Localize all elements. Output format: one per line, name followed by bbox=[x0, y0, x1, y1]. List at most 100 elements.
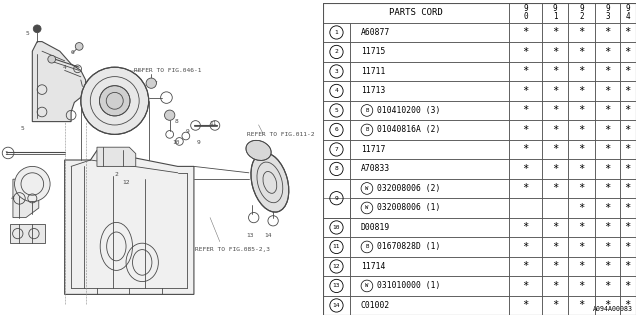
Text: *: * bbox=[579, 183, 585, 194]
Text: *: * bbox=[579, 28, 585, 37]
Text: 4: 4 bbox=[335, 88, 339, 93]
Text: *: * bbox=[579, 164, 585, 174]
Bar bbox=[509, 3, 542, 23]
Bar bbox=[595, 23, 620, 42]
Text: B: B bbox=[365, 244, 369, 250]
Text: *: * bbox=[625, 86, 631, 96]
Bar bbox=[509, 237, 542, 257]
Bar bbox=[509, 62, 542, 81]
Text: *: * bbox=[625, 106, 631, 116]
Bar bbox=[349, 198, 509, 218]
Bar bbox=[323, 42, 349, 62]
Bar bbox=[349, 218, 509, 237]
Text: A60877: A60877 bbox=[361, 28, 390, 37]
Bar bbox=[620, 198, 636, 218]
Bar bbox=[542, 3, 568, 23]
Bar bbox=[323, 23, 349, 42]
Ellipse shape bbox=[246, 140, 271, 160]
Circle shape bbox=[33, 25, 41, 33]
Polygon shape bbox=[13, 179, 39, 218]
Bar bbox=[620, 276, 636, 296]
Text: *: * bbox=[604, 28, 611, 37]
Text: *: * bbox=[604, 222, 611, 232]
Text: *: * bbox=[579, 125, 585, 135]
Text: *: * bbox=[522, 86, 529, 96]
Circle shape bbox=[76, 43, 83, 50]
Bar bbox=[323, 237, 349, 257]
Bar bbox=[323, 120, 349, 140]
Text: *: * bbox=[579, 106, 585, 116]
Text: 14: 14 bbox=[264, 233, 272, 238]
Text: *: * bbox=[625, 222, 631, 232]
Text: *: * bbox=[552, 300, 558, 310]
Bar bbox=[568, 179, 595, 198]
Text: *: * bbox=[522, 261, 529, 271]
Bar bbox=[595, 159, 620, 179]
Text: *: * bbox=[625, 261, 631, 271]
Bar bbox=[620, 3, 636, 23]
Text: *: * bbox=[604, 164, 611, 174]
Bar bbox=[509, 81, 542, 101]
Text: *: * bbox=[579, 300, 585, 310]
Bar bbox=[509, 101, 542, 120]
Bar bbox=[595, 42, 620, 62]
Text: 9
0: 9 0 bbox=[523, 4, 528, 21]
Polygon shape bbox=[32, 42, 86, 122]
Bar bbox=[620, 23, 636, 42]
Text: *: * bbox=[579, 281, 585, 291]
Bar bbox=[595, 296, 620, 315]
Text: W: W bbox=[365, 205, 369, 211]
Text: 11711: 11711 bbox=[361, 67, 385, 76]
Text: *: * bbox=[604, 300, 611, 310]
Bar bbox=[323, 101, 349, 120]
Bar bbox=[595, 62, 620, 81]
Text: 12: 12 bbox=[333, 264, 340, 269]
Text: W: W bbox=[365, 186, 369, 191]
Bar bbox=[349, 23, 509, 42]
Text: *: * bbox=[579, 222, 585, 232]
Text: *: * bbox=[522, 67, 529, 76]
Ellipse shape bbox=[98, 73, 111, 95]
Text: 5: 5 bbox=[335, 108, 339, 113]
Bar bbox=[542, 23, 568, 42]
Text: *: * bbox=[625, 144, 631, 155]
Text: *: * bbox=[522, 281, 529, 291]
Bar bbox=[568, 276, 595, 296]
Text: 01040816A (2): 01040816A (2) bbox=[376, 125, 440, 134]
Bar bbox=[542, 42, 568, 62]
Bar bbox=[595, 179, 620, 198]
Bar bbox=[595, 237, 620, 257]
Bar bbox=[542, 120, 568, 140]
Text: A094A00083: A094A00083 bbox=[593, 306, 632, 312]
Text: *: * bbox=[552, 86, 558, 96]
Text: *: * bbox=[522, 164, 529, 174]
Text: 10: 10 bbox=[172, 140, 180, 145]
Text: 13: 13 bbox=[247, 233, 254, 238]
Text: 9
3: 9 3 bbox=[605, 4, 610, 21]
Bar bbox=[620, 120, 636, 140]
Text: *: * bbox=[522, 300, 529, 310]
Text: 11: 11 bbox=[333, 244, 340, 250]
Bar bbox=[509, 159, 542, 179]
Text: *: * bbox=[604, 144, 611, 155]
Bar bbox=[509, 296, 542, 315]
Bar bbox=[349, 62, 509, 81]
Bar bbox=[595, 218, 620, 237]
Text: *: * bbox=[552, 183, 558, 194]
Circle shape bbox=[99, 86, 130, 116]
Text: 7: 7 bbox=[153, 81, 157, 86]
Text: A70833: A70833 bbox=[361, 164, 390, 173]
Bar bbox=[349, 140, 509, 159]
Text: PARTS CORD: PARTS CORD bbox=[389, 8, 443, 18]
Bar bbox=[620, 159, 636, 179]
Text: 2: 2 bbox=[335, 50, 339, 54]
Text: 010410200 (3): 010410200 (3) bbox=[376, 106, 440, 115]
Text: 8: 8 bbox=[335, 166, 339, 172]
Bar bbox=[620, 101, 636, 120]
Text: *: * bbox=[625, 67, 631, 76]
Text: *: * bbox=[604, 281, 611, 291]
Bar bbox=[542, 198, 568, 218]
Bar bbox=[509, 218, 542, 237]
Text: *: * bbox=[522, 125, 529, 135]
Text: 3: 3 bbox=[335, 69, 339, 74]
